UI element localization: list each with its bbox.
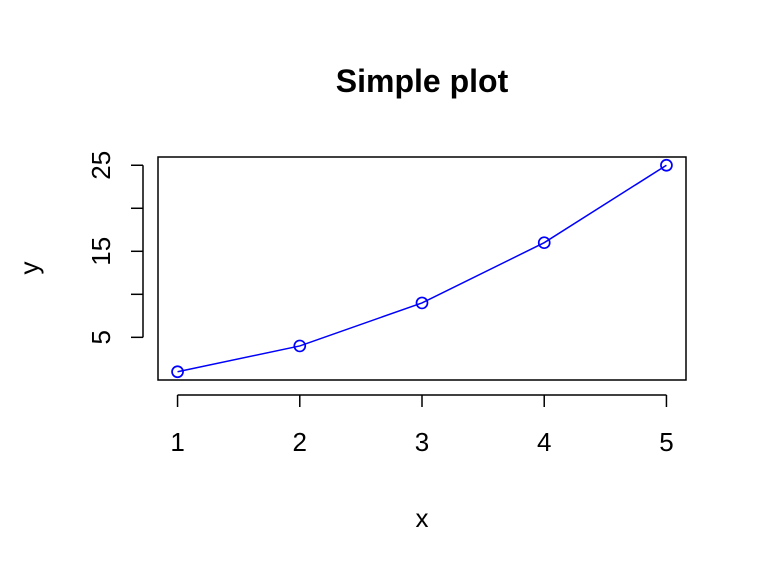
data-point-marker	[660, 158, 673, 172]
data-point-marker	[537, 236, 551, 250]
y-axis-label: y	[14, 262, 44, 275]
chart-title: Simple plot	[336, 63, 509, 99]
x-tick-label: 3	[415, 427, 429, 457]
y-tick-label: 25	[86, 151, 116, 180]
x-axis-label: x	[416, 503, 429, 533]
data-point-marker	[171, 365, 184, 379]
y-tick-label: 5	[86, 330, 116, 344]
series-line	[177, 164, 667, 373]
plot-frame	[157, 156, 687, 381]
data-point-marker	[293, 339, 307, 353]
x-tick-label: 4	[537, 427, 551, 457]
series-layer	[171, 158, 673, 379]
data-point-marker	[415, 296, 429, 310]
x-tick-label: 1	[170, 427, 184, 457]
x-tick-label: 2	[293, 427, 307, 457]
y-tick-label: 15	[86, 237, 116, 266]
y-axis: 5 15 25	[86, 151, 144, 345]
x-tick-label: 5	[659, 427, 673, 457]
x-axis: 1 2 3 4 5	[170, 394, 674, 457]
